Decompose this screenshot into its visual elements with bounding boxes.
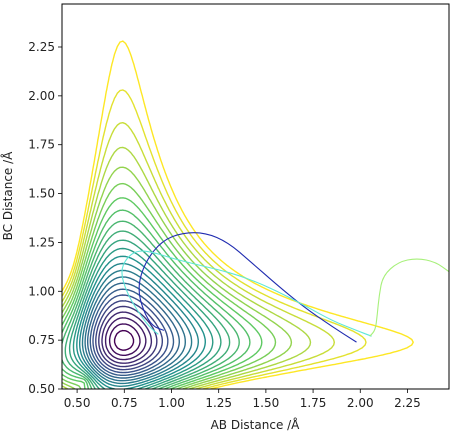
y-tick-label: 1.25 bbox=[28, 235, 55, 249]
y-tick-label: 0.75 bbox=[28, 333, 55, 347]
contour-level-21 bbox=[62, 166, 293, 389]
plot-frame bbox=[61, 3, 450, 390]
y-tick-label: 2.00 bbox=[28, 89, 55, 103]
contour-level-10 bbox=[84, 276, 186, 382]
trajectory-3 bbox=[369, 258, 449, 337]
y-tick-label: 1.75 bbox=[28, 138, 55, 152]
trajectory-1 bbox=[138, 232, 357, 343]
x-axis: 0.50 0.75 1.00 1.25 1.50 1.75 2.00 2.25 bbox=[64, 389, 421, 410]
y-tick-label: 1.00 bbox=[28, 284, 55, 298]
contour-level-2 bbox=[108, 323, 141, 356]
x-tick-label: 2.25 bbox=[394, 396, 421, 410]
contour-level-14 bbox=[72, 247, 214, 389]
contour-level-13 bbox=[76, 255, 206, 389]
x-axis-label: AB Distance /Å bbox=[211, 417, 301, 432]
trajectory-lines bbox=[121, 232, 449, 343]
contour-level-1 bbox=[113, 329, 135, 351]
x-tick-label: 1.50 bbox=[253, 396, 280, 410]
y-axis-label: BC Distance /Å bbox=[0, 151, 15, 241]
y-tick-label: 1.50 bbox=[28, 187, 55, 201]
contour-level-3 bbox=[104, 317, 147, 361]
contour-level-8 bbox=[89, 288, 175, 376]
contour-level-11 bbox=[81, 269, 193, 385]
y-tick-label: 0.50 bbox=[28, 382, 55, 396]
contour-level-4 bbox=[101, 311, 153, 364]
contour-level-7 bbox=[92, 294, 169, 374]
y-axis: 0.50 0.75 1.00 1.25 1.50 1.75 2.00 2.25 bbox=[28, 40, 62, 396]
x-tick-label: 2.00 bbox=[347, 396, 374, 410]
x-tick-label: 1.75 bbox=[300, 396, 327, 410]
contour-level-12 bbox=[79, 262, 199, 387]
y-tick-label: 2.25 bbox=[28, 40, 55, 54]
contour-level-20 bbox=[62, 182, 277, 389]
contour-level-18 bbox=[62, 209, 251, 389]
contour-level-16 bbox=[64, 230, 231, 389]
x-tick-label: 0.75 bbox=[111, 396, 138, 410]
trajectory-2 bbox=[121, 250, 372, 337]
contour-level-22 bbox=[62, 146, 312, 389]
x-tick-label: 0.50 bbox=[64, 396, 91, 410]
x-tick-label: 1.00 bbox=[158, 396, 185, 410]
contour-level-15 bbox=[68, 239, 222, 389]
x-tick-label: 1.25 bbox=[205, 396, 232, 410]
contour-level-9 bbox=[87, 282, 180, 379]
contour-level-5 bbox=[98, 305, 158, 368]
